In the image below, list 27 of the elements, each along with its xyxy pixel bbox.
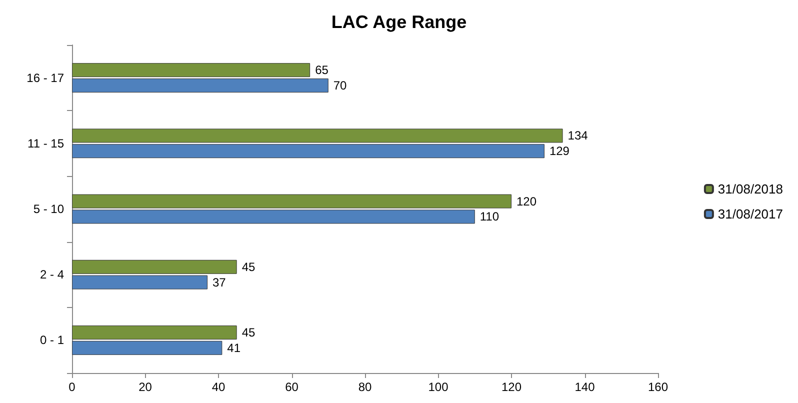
- x-tick-label: 140: [574, 380, 596, 394]
- data-label: 65: [315, 63, 329, 78]
- x-tick-label: 0: [68, 380, 76, 394]
- data-label: 134: [568, 128, 588, 143]
- y-tick-label: 2 - 4: [40, 268, 64, 282]
- legend-label: 31/08/2018: [718, 182, 784, 196]
- chart-title: LAC Age Range: [331, 12, 467, 32]
- y-tick-label: 16 - 17: [26, 70, 64, 85]
- x-tick-label: 120: [501, 380, 522, 394]
- data-label: 41: [227, 340, 241, 355]
- data-label: 129: [549, 144, 570, 158]
- data-label: 37: [212, 275, 226, 290]
- x-tick-label: 20: [138, 380, 152, 394]
- data-label: 45: [242, 326, 256, 340]
- x-tick-label: 160: [648, 380, 668, 394]
- y-tick-label: 11 - 15: [28, 136, 64, 150]
- y-tick-label: 5 - 10: [33, 202, 64, 216]
- x-tick-label: 40: [212, 380, 226, 394]
- legend-label: 31/08/2017: [718, 206, 784, 222]
- y-tick-label: 0 - 1: [40, 333, 64, 348]
- data-label: 120: [516, 194, 537, 208]
- x-tick-label: 60: [285, 380, 299, 394]
- x-tick-label: 100: [428, 380, 449, 394]
- data-label: 110: [480, 210, 500, 224]
- data-label: 70: [333, 78, 348, 92]
- x-tick-label: 80: [358, 380, 372, 394]
- data-label: 45: [242, 260, 256, 274]
